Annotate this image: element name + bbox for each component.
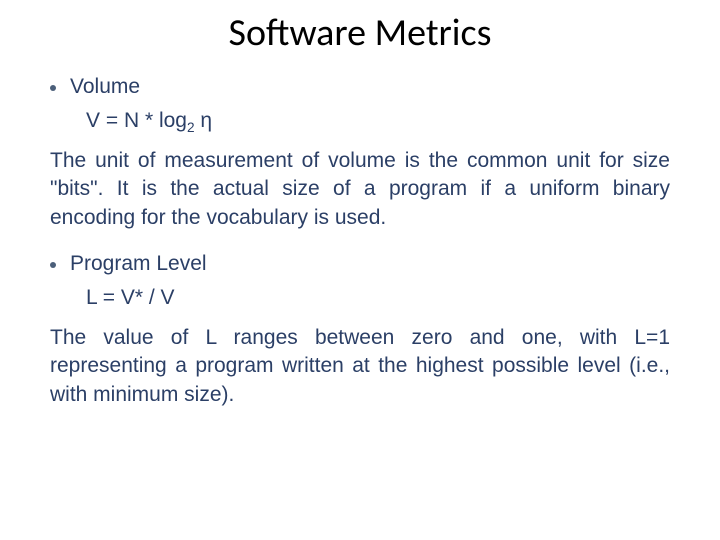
- slide: Software Metrics Volume V = N * log2 η T…: [0, 0, 720, 540]
- section-program-level: Program Level: [50, 252, 670, 276]
- page-title: Software Metrics: [0, 10, 720, 56]
- volume-label: Volume: [70, 75, 140, 99]
- volume-formula-pre: V = N * log: [86, 109, 187, 132]
- bullet-icon: [50, 85, 56, 91]
- volume-formula-sub: 2: [187, 120, 195, 135]
- volume-paragraph: The unit of measurement of volume is the…: [50, 147, 670, 232]
- volume-formula: V = N * log2 η: [86, 109, 670, 133]
- program-level-paragraph: The value of L ranges between zero and o…: [50, 324, 670, 409]
- content-area: Volume V = N * log2 η The unit of measur…: [50, 75, 670, 429]
- volume-formula-post: η: [195, 109, 213, 132]
- program-level-formula: L = V* / V: [86, 286, 670, 310]
- program-level-label: Program Level: [70, 252, 207, 276]
- bullet-icon: [50, 262, 56, 268]
- section-volume: Volume: [50, 75, 670, 99]
